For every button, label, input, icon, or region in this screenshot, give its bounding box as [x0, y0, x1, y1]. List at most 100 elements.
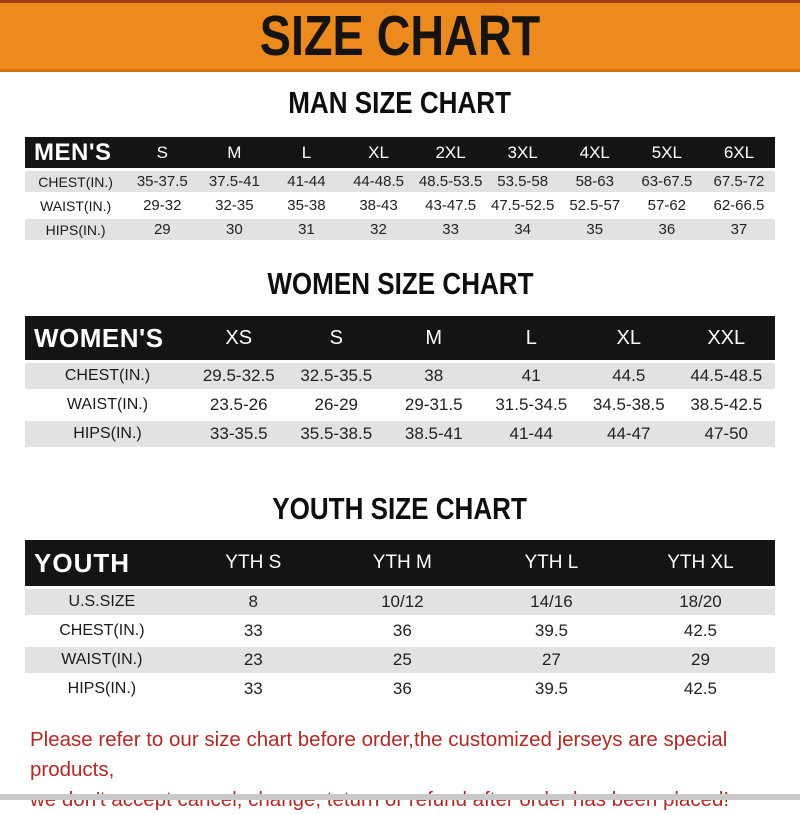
size-value-cell: 33	[178, 676, 328, 702]
size-value-cell: 8	[178, 589, 328, 615]
size-value-cell: 10/12	[327, 589, 477, 615]
size-value-cell: 44-48.5	[342, 171, 415, 192]
size-value-cell: 34	[486, 219, 559, 240]
size-value-cell: 31.5-34.5	[482, 392, 580, 418]
size-value-cell: 14/16	[476, 589, 626, 615]
size-value-cell: 29-31.5	[385, 392, 483, 418]
bottom-edge-strip	[0, 794, 800, 800]
size-column-header: M	[385, 316, 483, 360]
measure-label: U.S.SIZE	[25, 589, 179, 615]
order-policy-note-line1: Please refer to our size chart before or…	[30, 728, 728, 781]
size-value-cell: 63-67.5	[630, 171, 703, 192]
women-size-heading: WOMEN SIZE CHART	[0, 266, 800, 302]
table-header-row: YOUTH YTH S YTH M YTH L YTH XL	[25, 540, 775, 586]
size-value-cell: 53.5-58	[486, 171, 559, 192]
measure-label: WAIST(IN.)	[25, 647, 179, 673]
measure-label: CHEST(IN.)	[25, 363, 190, 389]
size-chart-banner: SIZE CHART	[0, 0, 800, 72]
size-column-header: L	[270, 137, 343, 168]
size-value-cell: 32.5-35.5	[287, 363, 385, 389]
size-column-header: 3XL	[486, 137, 559, 168]
size-value-cell: 38	[385, 363, 483, 389]
size-value-cell: 38.5-41	[385, 421, 483, 447]
size-value-cell: 27	[476, 647, 626, 673]
size-value-cell: 26-29	[287, 392, 385, 418]
size-value-cell: 33	[414, 219, 487, 240]
order-policy-note-line2: we don't accept cancel, change, teturn o…	[30, 785, 775, 815]
table-row: CHEST(IN.) 33 36 39.5 42.5	[25, 618, 775, 644]
table-row: CHEST(IN.) 35-37.5 37.5-41 41-44 44-48.5 48.5…	[25, 171, 775, 192]
table-row: HIPS(IN.) 33-35.5 35.5-38.5 38.5-41 41-44 44-…	[25, 421, 775, 447]
size-value-cell: 67.5-72	[702, 171, 775, 192]
size-value-cell: 32-35	[198, 195, 271, 216]
size-value-cell: 38-43	[342, 195, 415, 216]
table-row: WAIST(IN.) 29-32 32-35 35-38 38-43 43-47.5 47.…	[25, 195, 775, 216]
women-size-table: WOMEN'S XS S M L XL XXL CHEST(IN.) 29.5-32.5 32.5…	[25, 313, 775, 450]
size-value-cell: 32	[342, 219, 415, 240]
size-value-cell: 62-66.5	[702, 195, 775, 216]
size-value-cell: 33-35.5	[190, 421, 288, 447]
size-value-cell: 58-63	[558, 171, 631, 192]
size-value-cell: 44-47	[580, 421, 678, 447]
size-value-cell: 35-38	[270, 195, 343, 216]
size-column-header: YTH XL	[625, 540, 775, 586]
table-group-label: WOMEN'S	[25, 316, 190, 360]
table-row: CHEST(IN.) 29.5-32.5 32.5-35.5 38 41 44.5 44.5…	[25, 363, 775, 389]
size-value-cell: 38.5-42.5	[677, 392, 775, 418]
size-value-cell: 33	[178, 618, 328, 644]
youth-size-table: YOUTH YTH S YTH M YTH L YTH XL U.S.SIZE 8 10/12…	[25, 537, 775, 705]
size-value-cell: 29	[625, 647, 775, 673]
size-value-cell: 52.5-57	[558, 195, 631, 216]
measure-label: CHEST(IN.)	[25, 171, 127, 192]
man-size-heading-text: MAN SIZE CHART	[288, 85, 512, 120]
size-table: WOMEN'S XS S M L XL XXL CHEST(IN.) 29.5-32.5 32.5…	[25, 313, 775, 450]
measure-label: HIPS(IN.)	[25, 676, 179, 702]
size-value-cell: 35.5-38.5	[287, 421, 385, 447]
size-value-cell: 25	[327, 647, 477, 673]
size-value-cell: 57-62	[630, 195, 703, 216]
table-row: WAIST(IN.) 23 25 27 29	[25, 647, 775, 673]
man-size-heading: MAN SIZE CHART	[0, 85, 800, 121]
man-size-section: MAN SIZE CHART MEN'S S M L XL 2XL 3XL 4XL 5XL 6XL…	[0, 85, 800, 243]
table-row: U.S.SIZE 8 10/12 14/16 18/20	[25, 589, 775, 615]
table-row: HIPS(IN.) 29 30 31 32 33 34 35 36 37	[25, 219, 775, 240]
size-value-cell: 47-50	[677, 421, 775, 447]
man-size-table: MEN'S S M L XL 2XL 3XL 4XL 5XL 6XL CHEST(IN.) 35-37…	[25, 134, 775, 243]
size-value-cell: 39.5	[476, 676, 626, 702]
size-column-header: 4XL	[558, 137, 631, 168]
size-column-header: XXL	[677, 316, 775, 360]
size-value-cell: 35-37.5	[126, 171, 199, 192]
size-column-header: XL	[580, 316, 678, 360]
size-value-cell: 44.5-48.5	[677, 363, 775, 389]
table-group-label: YOUTH	[25, 540, 179, 586]
size-value-cell: 41	[482, 363, 580, 389]
size-value-cell: 31	[270, 219, 343, 240]
size-value-cell: 35	[558, 219, 631, 240]
youth-size-heading-text: YOUTH SIZE CHART	[272, 491, 528, 526]
table-group-label: MEN'S	[25, 137, 127, 168]
table-header-row: WOMEN'S XS S M L XL XXL	[25, 316, 775, 360]
size-value-cell: 36	[327, 676, 477, 702]
size-column-header: XL	[342, 137, 415, 168]
measure-label: WAIST(IN.)	[25, 392, 190, 418]
size-value-cell: 47.5-52.5	[486, 195, 559, 216]
size-column-header: S	[287, 316, 385, 360]
size-value-cell: 39.5	[476, 618, 626, 644]
size-value-cell: 41-44	[482, 421, 580, 447]
size-value-cell: 18/20	[625, 589, 775, 615]
size-table: YOUTH YTH S YTH M YTH L YTH XL U.S.SIZE 8 10/12…	[25, 537, 775, 705]
size-value-cell: 34.5-38.5	[580, 392, 678, 418]
size-value-cell: 36	[630, 219, 703, 240]
size-value-cell: 30	[198, 219, 271, 240]
order-policy-note: Please refer to our size chart before or…	[30, 725, 775, 815]
measure-label: CHEST(IN.)	[25, 618, 179, 644]
size-value-cell: 41-44	[270, 171, 343, 192]
measure-label: HIPS(IN.)	[25, 219, 127, 240]
size-column-header: 5XL	[630, 137, 703, 168]
size-value-cell: 29	[126, 219, 199, 240]
size-value-cell: 44.5	[580, 363, 678, 389]
youth-size-heading: YOUTH SIZE CHART	[0, 491, 800, 527]
measure-label: WAIST(IN.)	[25, 195, 127, 216]
size-value-cell: 42.5	[625, 676, 775, 702]
size-column-header: M	[198, 137, 271, 168]
